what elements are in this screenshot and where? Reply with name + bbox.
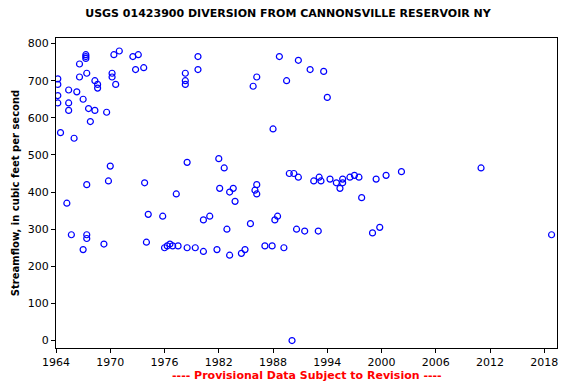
svg-text:300: 300 [28, 223, 49, 236]
svg-text:2000: 2000 [368, 356, 396, 369]
svg-text:2012: 2012 [476, 356, 504, 369]
svg-text:100: 100 [28, 297, 49, 310]
svg-text:USGS 01423900 DIVERSION FROM C: USGS 01423900 DIVERSION FROM CANNONSVILL… [85, 7, 492, 20]
svg-text:1994: 1994 [313, 356, 341, 369]
svg-text:800: 800 [28, 37, 49, 50]
svg-text:200: 200 [28, 260, 49, 273]
svg-text:2006: 2006 [422, 356, 450, 369]
svg-text:600: 600 [28, 112, 49, 125]
svg-text:1976: 1976 [151, 356, 179, 369]
svg-text:1970: 1970 [96, 356, 124, 369]
svg-text:1982: 1982 [205, 356, 233, 369]
svg-text:0: 0 [42, 334, 49, 347]
svg-text:Streamflow, in cubic feet per: Streamflow, in cubic feet per second [10, 90, 21, 296]
svg-text:700: 700 [28, 75, 49, 88]
svg-text:---- Provisional Data Subject: ---- Provisional Data Subject to Revisio… [172, 369, 442, 382]
svg-text:1964: 1964 [42, 356, 70, 369]
svg-text:2018: 2018 [530, 356, 558, 369]
svg-text:1988: 1988 [259, 356, 287, 369]
svg-text:500: 500 [28, 149, 49, 162]
svg-text:400: 400 [28, 186, 49, 199]
